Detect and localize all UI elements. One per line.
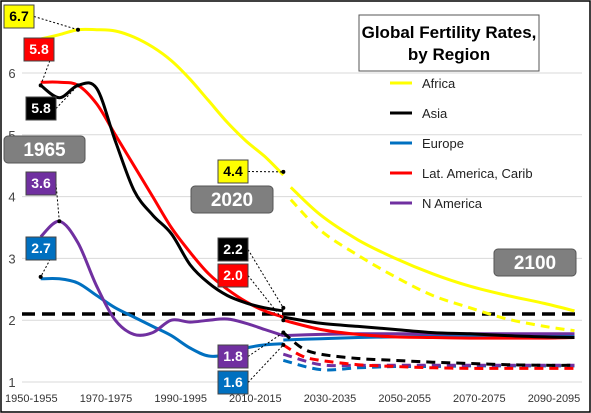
series-asia-projection-low: [282, 331, 575, 367]
callout-label-n-america: 3.6: [31, 175, 51, 191]
x-tick-label: 1990-1995: [154, 393, 207, 405]
callout-point-africa: [281, 169, 286, 174]
callout-point-europe: [281, 342, 286, 347]
callout-point-africa: [76, 27, 80, 32]
y-tick-label: 5: [8, 128, 15, 143]
legend-label-lat-america-carib: Lat. America, Carib: [422, 166, 533, 181]
x-tick-label: 2070-2075: [453, 393, 506, 405]
callout-label-lat-america-carib: 2.0: [223, 267, 243, 283]
callout-point-asia: [281, 305, 286, 310]
axes: 1 2 3 4 5 6 1950-1955 1970-1975 1990-1995 2010-20…: [5, 66, 582, 405]
callout-label-asia: 2.2: [223, 241, 243, 257]
callout-point-n-america: [281, 330, 286, 335]
callout-label-asia: 5.8: [31, 100, 51, 116]
legend-label-n-america: N America: [422, 196, 483, 211]
period-label-start: 1965: [3, 135, 86, 164]
title-line-1: Global Fertility Rates,: [362, 23, 537, 42]
callout-label-n-america: 1.8: [223, 348, 243, 364]
y-tick-label: 1: [8, 375, 15, 390]
series-africa-projection-high: [289, 186, 575, 313]
x-tick-label: 1970-1975: [80, 393, 133, 405]
callout-label-lat-america-carib: 5.8: [29, 41, 49, 57]
callout-leader-n-america: [247, 332, 284, 357]
y-tick-label: 4: [8, 190, 15, 205]
value-callouts: 6.7 4.4 5.8 2.2 2.7 1.6 5.8 2.0 3.6 1.8: [3, 4, 286, 395]
x-tick-label: 2010-2015: [229, 393, 282, 405]
callout-label-europe: 2.7: [31, 240, 51, 256]
callout-box-n-america: [25, 171, 57, 196]
callout-box-asia: [217, 237, 249, 262]
period-label-end-text: 2100: [514, 253, 556, 274]
x-tick-label: 1950-1955: [5, 393, 58, 405]
callout-box-n-america: [217, 344, 249, 369]
callout-leader-lat-america-carib: [247, 275, 284, 321]
legend: Africa Asia Europe Lat. America, Carib N Ame…: [390, 76, 533, 211]
callout-label-europe: 1.6: [223, 374, 243, 390]
y-tick-label: 3: [8, 251, 15, 266]
callout-leader-europe: [247, 344, 284, 383]
callout-label-africa: 6.7: [9, 8, 29, 24]
period-label-start-text: 1965: [23, 140, 66, 161]
series-africa-projection-low: [289, 198, 575, 333]
title-line-2: by Region: [408, 45, 490, 64]
period-label-mid-text: 2020: [211, 190, 253, 211]
x-tick-label: 2090-2095: [528, 393, 581, 405]
callout-point-asia: [76, 83, 80, 88]
callout-point-europe: [38, 274, 43, 279]
series-lines: [39, 27, 575, 372]
legend-label-asia: Asia: [422, 106, 448, 121]
callout-point-n-america: [57, 219, 62, 224]
callout-box-africa: [3, 4, 35, 29]
series-lat-america-carib-projection-low: [282, 343, 575, 370]
callout-box-africa: [217, 159, 249, 184]
callout-point-lat-america-carib: [281, 318, 286, 323]
callout-label-africa: 4.4: [223, 163, 243, 179]
y-tick-label: 6: [8, 66, 15, 81]
legend-label-europe: Europe: [422, 136, 464, 151]
callout-box-lat-america-carib: [23, 37, 55, 62]
series-n-america-projection-low: [282, 352, 575, 368]
callout-box-europe: [25, 236, 57, 261]
series-asia-projection-high: [283, 315, 575, 339]
period-label-end: 2100: [493, 248, 577, 277]
y-tick-label: 2: [8, 313, 15, 328]
callout-leader-asia: [247, 249, 284, 309]
x-tick-label: 2050-2055: [378, 393, 431, 405]
title-box: [358, 14, 540, 72]
legend-label-africa: Africa: [422, 76, 456, 91]
callout-leader-asia: [55, 84, 79, 109]
period-label-mid: 2020: [190, 185, 274, 214]
x-tick-label: 2030-2035: [304, 393, 357, 405]
callout-point-lat-america-carib: [38, 83, 43, 88]
chart-title: Global Fertility Rates, by Region: [358, 14, 540, 72]
callout-box-lat-america-carib: [217, 263, 249, 288]
series-lat-america-carib-projection-high: [282, 318, 575, 340]
series-n-america-historical: [39, 219, 284, 338]
callout-box-europe: [217, 370, 249, 395]
callout-box-asia: [25, 96, 57, 121]
